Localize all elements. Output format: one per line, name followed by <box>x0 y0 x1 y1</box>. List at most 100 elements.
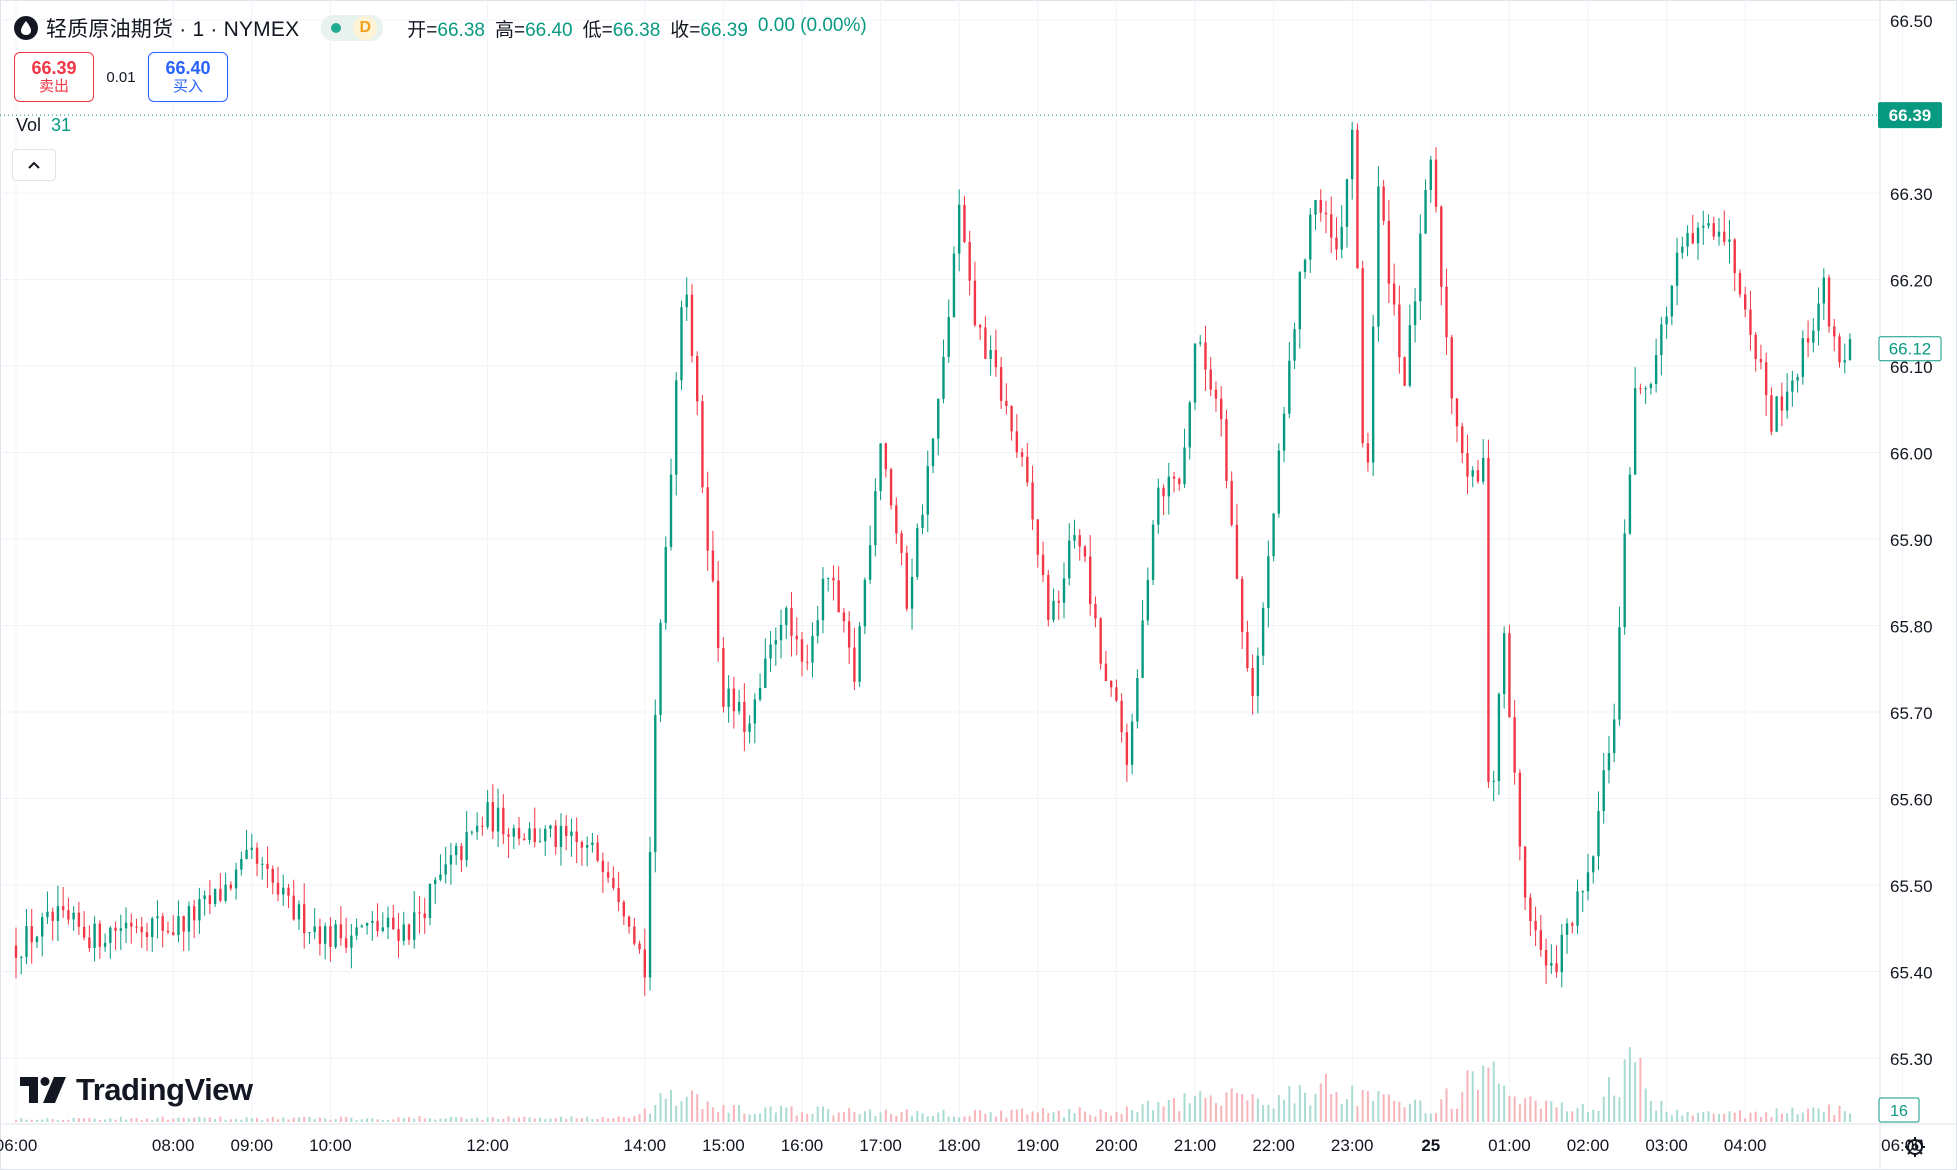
volume-bar <box>250 1118 253 1122</box>
candle-body <box>145 932 149 938</box>
volume-bar <box>114 1119 117 1122</box>
tradingview-logo[interactable]: TradingView <box>20 1072 253 1108</box>
candle-body <box>303 904 306 934</box>
candle-body <box>250 847 253 850</box>
volume-bar <box>1429 1113 1432 1122</box>
volume-bar <box>208 1117 211 1122</box>
volume-bar <box>1361 1089 1364 1122</box>
candle-body <box>496 807 500 832</box>
candle-body <box>1330 214 1333 238</box>
volume-bar <box>1765 1112 1768 1122</box>
volume-bar <box>544 1119 547 1122</box>
volume-bar <box>512 1118 515 1122</box>
candle-body <box>1544 949 1548 966</box>
volume-bar <box>649 1113 652 1122</box>
candle-body <box>1267 556 1270 608</box>
candle-body <box>1843 360 1846 363</box>
volume-bar <box>156 1117 159 1122</box>
volume-bar <box>1649 1100 1652 1122</box>
volume-bar <box>470 1118 473 1122</box>
candle-body <box>1151 524 1155 580</box>
time-tick-label: 23:00 <box>1331 1136 1374 1155</box>
volume-bar <box>559 1116 562 1122</box>
volume-bar <box>119 1116 122 1122</box>
candle-body <box>1492 780 1495 782</box>
candle-body <box>1581 891 1584 893</box>
candle-body <box>1592 856 1595 873</box>
candle-body <box>1471 470 1474 477</box>
collapse-legend-button[interactable] <box>12 149 56 181</box>
volume-bar <box>423 1118 426 1122</box>
volume-bar <box>1015 1109 1018 1122</box>
time-tick-label: 18:00 <box>938 1136 981 1155</box>
volume-bar <box>1843 1111 1846 1122</box>
candle-body <box>1413 301 1417 326</box>
volume-bar <box>20 1118 23 1122</box>
candle-body <box>554 825 557 847</box>
volume-legend[interactable]: Vol 31 <box>16 115 71 136</box>
volume-bar <box>15 1120 17 1122</box>
time-axis[interactable]: 06:00 08:00 09:00 10:00 12:00 14:00 15:00 16:00… <box>0 1136 1924 1155</box>
candle-body <box>1565 923 1569 935</box>
candle-body <box>266 863 269 869</box>
volume-bar <box>1047 1112 1050 1122</box>
candle-body <box>1309 214 1312 260</box>
volume-bar <box>748 1114 751 1122</box>
volume-bar <box>743 1113 746 1122</box>
buy-button[interactable]: 66.40 买入 <box>148 52 228 102</box>
candle-body <box>664 546 667 623</box>
candle-body <box>507 834 510 837</box>
volume-bar <box>261 1120 264 1122</box>
candle-body <box>1744 294 1747 310</box>
candle-body <box>1083 546 1087 557</box>
candle-body <box>685 294 688 308</box>
candle-body <box>643 949 646 978</box>
price-tags: 66.39 66.12 16 <box>1878 102 1942 1123</box>
volume-bar <box>1262 1105 1265 1122</box>
candle-body <box>758 687 762 700</box>
volume-bar <box>329 1119 332 1122</box>
volume-bar <box>895 1115 898 1122</box>
symbol-title[interactable]: 轻质原油期货 · 1 · NYMEX <box>46 18 300 41</box>
volume-bar <box>1387 1094 1390 1122</box>
volume-bar <box>88 1117 91 1122</box>
volume-bar <box>1235 1092 1238 1122</box>
chart-settings-button[interactable] <box>1900 1132 1930 1162</box>
volume-bar <box>1849 1113 1851 1122</box>
volume-bar <box>1833 1115 1836 1122</box>
volume-bar <box>413 1118 416 1122</box>
candle-body <box>1094 604 1097 619</box>
candle-body <box>1487 457 1490 782</box>
candle-body <box>1272 513 1275 557</box>
sell-button[interactable]: 66.39 卖出 <box>14 52 94 102</box>
volume-bar <box>41 1119 44 1122</box>
candle-body <box>821 578 825 621</box>
volume-bar <box>56 1120 59 1122</box>
volume-bar <box>497 1119 500 1122</box>
volume-bar <box>140 1120 143 1122</box>
volume-bar <box>1545 1100 1548 1122</box>
volume-bar <box>1691 1115 1694 1122</box>
volume-bar <box>1351 1085 1354 1122</box>
candle-body <box>460 846 463 861</box>
candle-body <box>1466 453 1469 477</box>
volume-bar <box>1822 1112 1825 1122</box>
candle-body <box>795 635 798 640</box>
market-status-badge[interactable]: D <box>321 15 384 41</box>
candle-body <box>1613 719 1616 754</box>
volume-bar <box>1791 1107 1794 1122</box>
candle-body <box>481 825 484 827</box>
volume-bar <box>1587 1112 1589 1122</box>
candle-body <box>633 926 636 944</box>
candle-body <box>308 932 311 934</box>
candle-body <box>166 930 170 933</box>
volume-bar <box>245 1117 248 1122</box>
candle-body <box>1282 413 1286 451</box>
volume-bar <box>654 1105 657 1122</box>
candle-body <box>1387 220 1391 284</box>
volume-bar <box>994 1116 997 1122</box>
volume-bar <box>586 1116 589 1122</box>
price-axis[interactable]: 66.50 66.30 66.20 66.10 66.00 65.90 65.80 65.70… <box>1890 12 1933 1069</box>
time-tick-label: 12:00 <box>466 1136 509 1155</box>
